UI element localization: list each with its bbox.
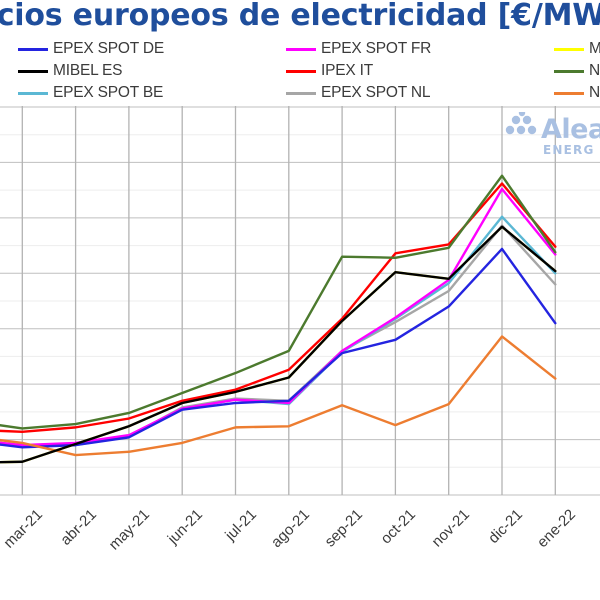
page-title: Precios europeos de electricidad [€/MWh]: [0, 0, 600, 33]
legend-item-mibel-es[interactable]: MIBEL ES: [18, 62, 123, 80]
chart-series-group: [0, 174, 557, 464]
legend-item-mibel-pt[interactable]: MIBEL PT: [554, 40, 600, 58]
legend-color-swatch: [286, 69, 316, 73]
legend-item-label: MIBEL PT: [589, 40, 600, 57]
legend-color-swatch: [18, 47, 48, 51]
legend-item-epex-spot-nl[interactable]: EPEX SPOT NL: [286, 84, 431, 102]
series-line-epex-spot-de: [0, 247, 557, 449]
x-axis-tick-label: dic-21: [485, 506, 527, 547]
legend-color-swatch: [554, 47, 584, 51]
legend-item-nord-pool[interactable]: Nord Pool: [554, 84, 600, 102]
series-line-epex-spot-fr: [0, 187, 557, 447]
legend-item-label: Nord Pool: [589, 84, 600, 101]
legend-item-label: EPEX SPOT DE: [53, 40, 165, 57]
legend-item-ipex-it[interactable]: IPEX IT: [286, 62, 373, 80]
legend-item-epex-spot-de[interactable]: EPEX SPOT DE: [18, 40, 164, 58]
x-axis-tick-label: ago-21: [267, 506, 313, 552]
legend-item-label: EPEX SPOT NL: [321, 84, 431, 101]
legend-color-swatch: [554, 91, 584, 95]
legend-item-label: IPEX IT: [321, 62, 374, 79]
legend-item-epex-spot-fr[interactable]: EPEX SPOT FR: [286, 40, 431, 58]
series-line-ipex-it: [0, 182, 557, 434]
vertical-gridlines: [21, 106, 556, 495]
legend-item-label: N2EX UK: [589, 62, 600, 79]
x-axis-tick-label: sep-21: [321, 506, 367, 551]
legend-item-label: EPEX SPOT FR: [321, 40, 432, 57]
series-line-nord-pool: [0, 335, 557, 457]
legend-item-label: EPEX SPOT BE: [53, 84, 164, 101]
line-chart-svg: [0, 106, 600, 496]
legend-color-swatch: [286, 47, 316, 51]
x-axis-labels: feb-21mar-21abr-21may-21jun-21jul-21ago-…: [0, 496, 600, 600]
legend-color-swatch: [554, 69, 584, 73]
chart-legend: EPEX SPOT DE EPEX SPOT FR MIBEL PT MIBEL ES…: [18, 40, 600, 102]
legend-color-swatch: [286, 91, 316, 95]
series-line-n2ex-uk: [0, 174, 557, 430]
legend-item-label: MIBEL ES: [53, 62, 123, 79]
horizontal-gridlines: [0, 106, 600, 496]
legend-item-epex-spot-be[interactable]: EPEX SPOT BE: [18, 84, 163, 102]
x-axis-tick-label: ene-22: [534, 506, 580, 552]
legend-item-n2ex-uk[interactable]: N2EX UK: [554, 62, 600, 80]
chart-plot-area: [0, 106, 600, 496]
x-axis-tick-label: nov-21: [428, 506, 473, 551]
legend-color-swatch: [18, 91, 48, 95]
series-line-mibel-es: [0, 225, 557, 464]
x-axis-tick-label: may-21: [105, 506, 153, 554]
legend-color-swatch: [18, 69, 48, 73]
